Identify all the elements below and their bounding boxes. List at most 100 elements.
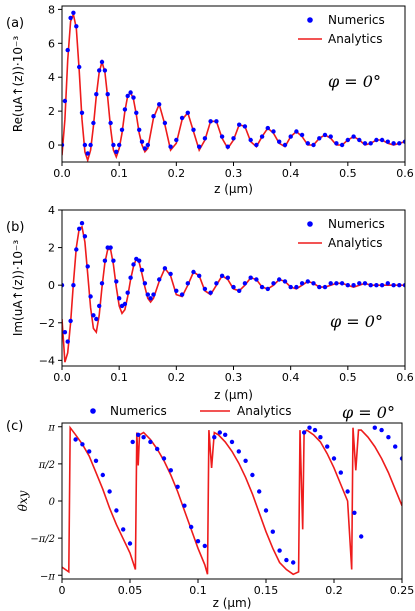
numerics-point (318, 435, 323, 440)
numerics-point (362, 141, 368, 146)
numerics-point (79, 110, 85, 116)
numerics-point (325, 444, 330, 449)
numerics-point (168, 271, 173, 277)
numerics-point (322, 132, 328, 138)
numerics-point (182, 503, 187, 508)
y-axis-label: Im(uA↑(z))·10⁻³ (11, 240, 25, 337)
phi-annotation: φ = 0° (342, 403, 395, 422)
numerics-point (137, 258, 142, 263)
numerics-point (208, 119, 213, 124)
numerics-point (219, 134, 225, 139)
y-tick-label: 2 (48, 105, 55, 118)
chart-panel-2: 0.0 0.1 0.2 0.3 0.4 0.5 0.6 −4 −2 0 2 4 (b) z (μm) Im(… (6, 204, 414, 402)
numerics-point (189, 524, 194, 530)
numerics-point (277, 277, 282, 282)
numerics-point (82, 142, 88, 148)
numerics-point (65, 47, 70, 53)
x-tick-label: 0.1 (189, 584, 207, 597)
numerics-point (142, 281, 148, 286)
numerics-point (62, 330, 68, 335)
numerics-point (62, 283, 65, 288)
numerics-point (231, 284, 236, 290)
numerics-point (107, 489, 112, 494)
numerics-point (368, 283, 373, 288)
numerics-point (161, 456, 167, 461)
y-tick-label: 0 (49, 497, 56, 508)
y-tick-label: π (47, 423, 55, 434)
numerics-point (68, 15, 73, 21)
panel-label: (c) (6, 419, 23, 434)
numerics-point (263, 508, 269, 513)
numerics-point (71, 10, 76, 15)
numerics-point (351, 134, 356, 139)
numerics-point (73, 437, 78, 442)
chart-panel-3: 0 0.05 0.1 0.15 0.2 0.25 −π −π/2 0 π/2 π (c) z (μm) θ… (6, 403, 414, 610)
numerics-point (331, 456, 337, 461)
panel-label: (b) (6, 220, 24, 235)
numerics-point (128, 275, 133, 280)
x-tick-label: 0.0 (53, 167, 71, 180)
numerics-point (202, 543, 207, 549)
numerics-point (174, 137, 179, 143)
numerics-point (351, 283, 356, 288)
numerics-point (168, 144, 173, 149)
numerics-point (379, 427, 384, 433)
numerics-point (259, 284, 265, 290)
y-tick-label: −π (40, 571, 55, 582)
x-tick-label: 0.4 (282, 371, 300, 384)
series-analytics (62, 11, 405, 162)
chart-panel-1: 0.0 0.1 0.2 0.3 0.4 0.5 0.6 0 2 4 6 8 (a) z (μm) Re(uA… (6, 3, 414, 196)
numerics-point (301, 430, 307, 435)
x-tick-label: 0.05 (118, 584, 143, 597)
numerics-point (148, 439, 153, 445)
numerics-point (248, 137, 253, 143)
numerics-point (125, 290, 130, 295)
legend-label-numerics: Numerics (110, 404, 167, 418)
numerics-point (131, 95, 136, 100)
numerics-point (223, 432, 228, 437)
numerics-point (79, 221, 85, 226)
numerics-point (142, 146, 148, 151)
numerics-point (97, 68, 102, 73)
numerics-point (74, 24, 79, 29)
numerics-point (345, 137, 350, 143)
numerics-point (130, 439, 135, 445)
numerics-point (197, 144, 202, 149)
numerics-point (214, 281, 219, 286)
numerics-point (217, 430, 222, 435)
numerics-point (357, 137, 362, 143)
numerics-point (108, 120, 113, 126)
numerics-point (71, 283, 76, 288)
numerics-point (179, 292, 185, 297)
numerics-point (374, 283, 379, 288)
panel-label: (a) (6, 16, 24, 31)
numerics-point (357, 281, 362, 286)
numerics-point (254, 277, 259, 282)
numerics-point (105, 92, 110, 97)
numerics-point (127, 541, 133, 546)
x-axis-label: z (μm) (213, 596, 252, 610)
numerics-point (288, 284, 293, 290)
numerics-point (294, 129, 299, 134)
numerics-point (191, 269, 196, 275)
numerics-point (352, 510, 357, 515)
x-axis-label: z (μm) (214, 388, 253, 402)
numerics-point (82, 234, 88, 239)
numerics-point (151, 114, 156, 119)
numerics-point (131, 262, 136, 267)
y-tick-label: 8 (48, 3, 55, 16)
numerics-point (265, 125, 270, 131)
numerics-point (99, 281, 105, 286)
analytics-curve (62, 11, 405, 162)
numerics-point (80, 442, 85, 447)
plot-area (62, 425, 402, 576)
numerics-point (121, 527, 126, 532)
numerics-point (334, 281, 339, 286)
numerics-point (328, 134, 333, 139)
numerics-point (99, 59, 105, 65)
numerics-point (212, 435, 217, 440)
numerics-point (345, 489, 350, 494)
numerics-point (91, 313, 96, 318)
numerics-point (85, 264, 90, 269)
numerics-point (386, 435, 391, 440)
